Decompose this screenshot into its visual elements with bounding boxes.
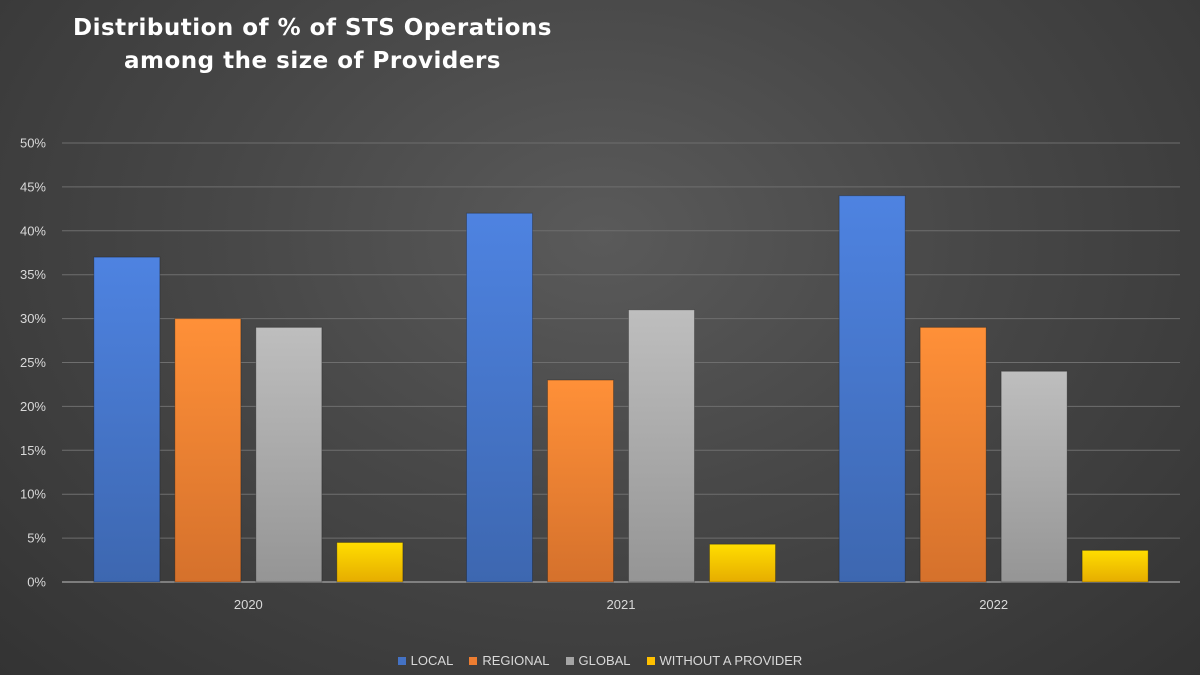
- chart-legend: LOCAL REGIONAL GLOBAL WITHOUT A PROVIDER: [0, 652, 1200, 670]
- x-tick-label: 2022: [979, 597, 1008, 612]
- legend-label: GLOBAL: [578, 653, 631, 668]
- y-tick-label: 0%: [27, 575, 46, 590]
- legend-swatch: [646, 657, 655, 665]
- legend-label: REGIONAL: [482, 653, 550, 668]
- legend-item-global: GLOBAL: [565, 652, 631, 670]
- bars: [93, 195, 1149, 583]
- chart-title: Distribution of % of STS Operations amon…: [40, 12, 585, 78]
- bar-global-2022: [1000, 370, 1068, 583]
- bar-regional-2022: [919, 326, 987, 583]
- legend-item-without-a-provider: WITHOUT A PROVIDER: [646, 652, 803, 670]
- y-tick-label: 35%: [20, 267, 46, 282]
- legend-swatch: [397, 657, 406, 665]
- bar-global-2020: [255, 326, 323, 583]
- y-tick-label: 10%: [20, 487, 46, 502]
- chart-title-line-1: Distribution of % of STS Operations: [72, 15, 553, 41]
- x-axis-ticks: 2020 2021 2022: [234, 597, 1008, 612]
- bar-local-2021: [466, 212, 533, 583]
- legend-label: LOCAL: [410, 653, 454, 668]
- y-tick-label: 30%: [20, 311, 46, 326]
- x-tick-label: 2020: [234, 597, 263, 612]
- bar-local-2022: [838, 195, 906, 583]
- x-tick-label: 2021: [607, 597, 636, 612]
- legend-item-regional: REGIONAL: [469, 652, 550, 670]
- legend-swatch: [565, 657, 574, 665]
- y-tick-label: 15%: [20, 443, 46, 458]
- y-axis-ticks: 0% 5% 10% 15% 20% 25% 30% 35% 40% 45% 50%: [20, 136, 46, 590]
- bar-without-a-provider-2020: [336, 541, 404, 583]
- bar-without-a-provider-2022: [1081, 549, 1149, 583]
- bar-regional-2021: [547, 379, 614, 583]
- y-tick-label: 50%: [20, 136, 46, 151]
- bar-without-a-provider-2021: [709, 543, 776, 583]
- y-tick-label: 20%: [20, 399, 46, 414]
- legend-swatch: [469, 657, 478, 665]
- bar-local-2020: [93, 256, 161, 583]
- y-tick-label: 5%: [27, 531, 46, 546]
- chart-title-line-2: among the size of Providers: [124, 48, 501, 74]
- y-tick-label: 40%: [20, 223, 46, 238]
- bar-global-2021: [628, 309, 695, 583]
- y-tick-label: 45%: [20, 179, 46, 194]
- grid-lines: [62, 142, 1180, 583]
- bar-regional-2020: [174, 318, 242, 583]
- y-tick-label: 25%: [20, 355, 46, 370]
- legend-label: WITHOUT A PROVIDER: [659, 653, 803, 668]
- legend-item-local: LOCAL: [397, 652, 454, 670]
